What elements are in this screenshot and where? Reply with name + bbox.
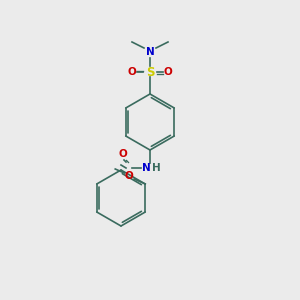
Text: O: O — [125, 171, 134, 181]
Text: S: S — [146, 65, 154, 79]
Text: N: N — [142, 163, 150, 173]
Text: O: O — [128, 67, 136, 77]
Text: H: H — [152, 163, 160, 173]
Text: N: N — [146, 47, 154, 57]
Text: O: O — [118, 149, 127, 159]
Text: O: O — [164, 67, 172, 77]
